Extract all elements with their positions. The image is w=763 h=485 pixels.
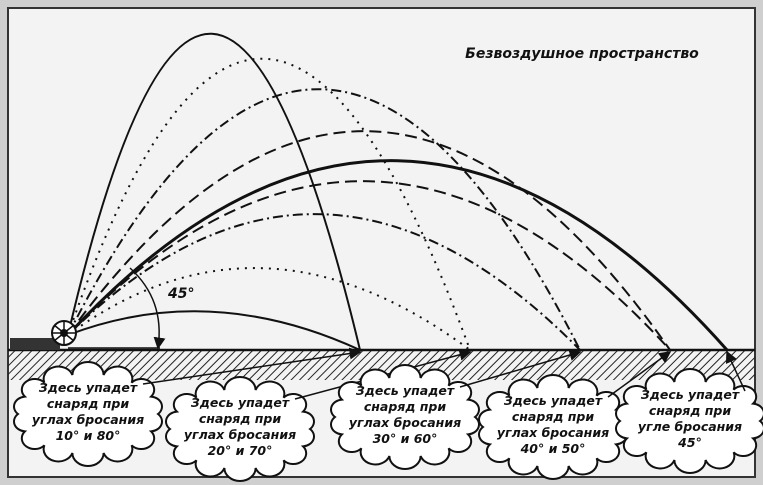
- title: Безвоздушное пространство: [465, 46, 699, 62]
- trajectory-45: [66, 159, 729, 351]
- callout-text: угле бросания: [638, 419, 742, 434]
- callout-text: 40° и 50°: [520, 441, 586, 456]
- callout-text: Здесь упадет: [39, 380, 138, 395]
- pointer-arrow: [607, 351, 672, 398]
- callout-text: снаряд при: [199, 411, 281, 426]
- callout-text: Здесь упадет: [356, 383, 455, 398]
- trajectory-20: [67, 267, 471, 351]
- callout-text: Здесь упадет: [641, 387, 740, 402]
- cloud: [478, 374, 628, 480]
- callout-text: снаряд при: [512, 409, 594, 424]
- cloud: [615, 368, 763, 474]
- callout-text: снаряд при: [47, 396, 129, 411]
- cloud: [330, 364, 480, 470]
- callout-text: снаряд при: [649, 403, 731, 418]
- callout-text: углах бросания: [497, 425, 609, 440]
- callout-text: Здесь упадет: [191, 395, 290, 410]
- callout-text: углах бросания: [184, 427, 296, 442]
- trajectory-50: [67, 130, 671, 351]
- cloud: [165, 376, 315, 482]
- callout-text: углах бросания: [349, 415, 461, 430]
- trajectories: [66, 32, 729, 351]
- angle-arc: [129, 267, 166, 350]
- trajectory-30: [67, 213, 581, 351]
- callout-text: углах бросания: [32, 412, 144, 427]
- trajectory-40: [67, 180, 671, 351]
- callout-text: снаряд при: [364, 399, 446, 414]
- callout-text: Здесь упадет: [504, 393, 603, 408]
- pointer-arrow: [459, 349, 582, 388]
- trajectory-10: [67, 310, 361, 351]
- callout-text: 45°: [677, 435, 702, 450]
- cloud: [13, 361, 163, 467]
- pointer-arrow: [142, 347, 362, 385]
- callout-text: 20° и 70°: [208, 443, 273, 458]
- angle-label: 45°: [167, 286, 194, 302]
- cannon: [10, 320, 77, 350]
- callout-text: 30° и 60°: [373, 431, 438, 446]
- pointer-arrow: [725, 350, 746, 392]
- callout-text: 10° и 80°: [56, 428, 121, 443]
- trajectory-60: [67, 88, 581, 351]
- trajectory-80: [67, 32, 361, 351]
